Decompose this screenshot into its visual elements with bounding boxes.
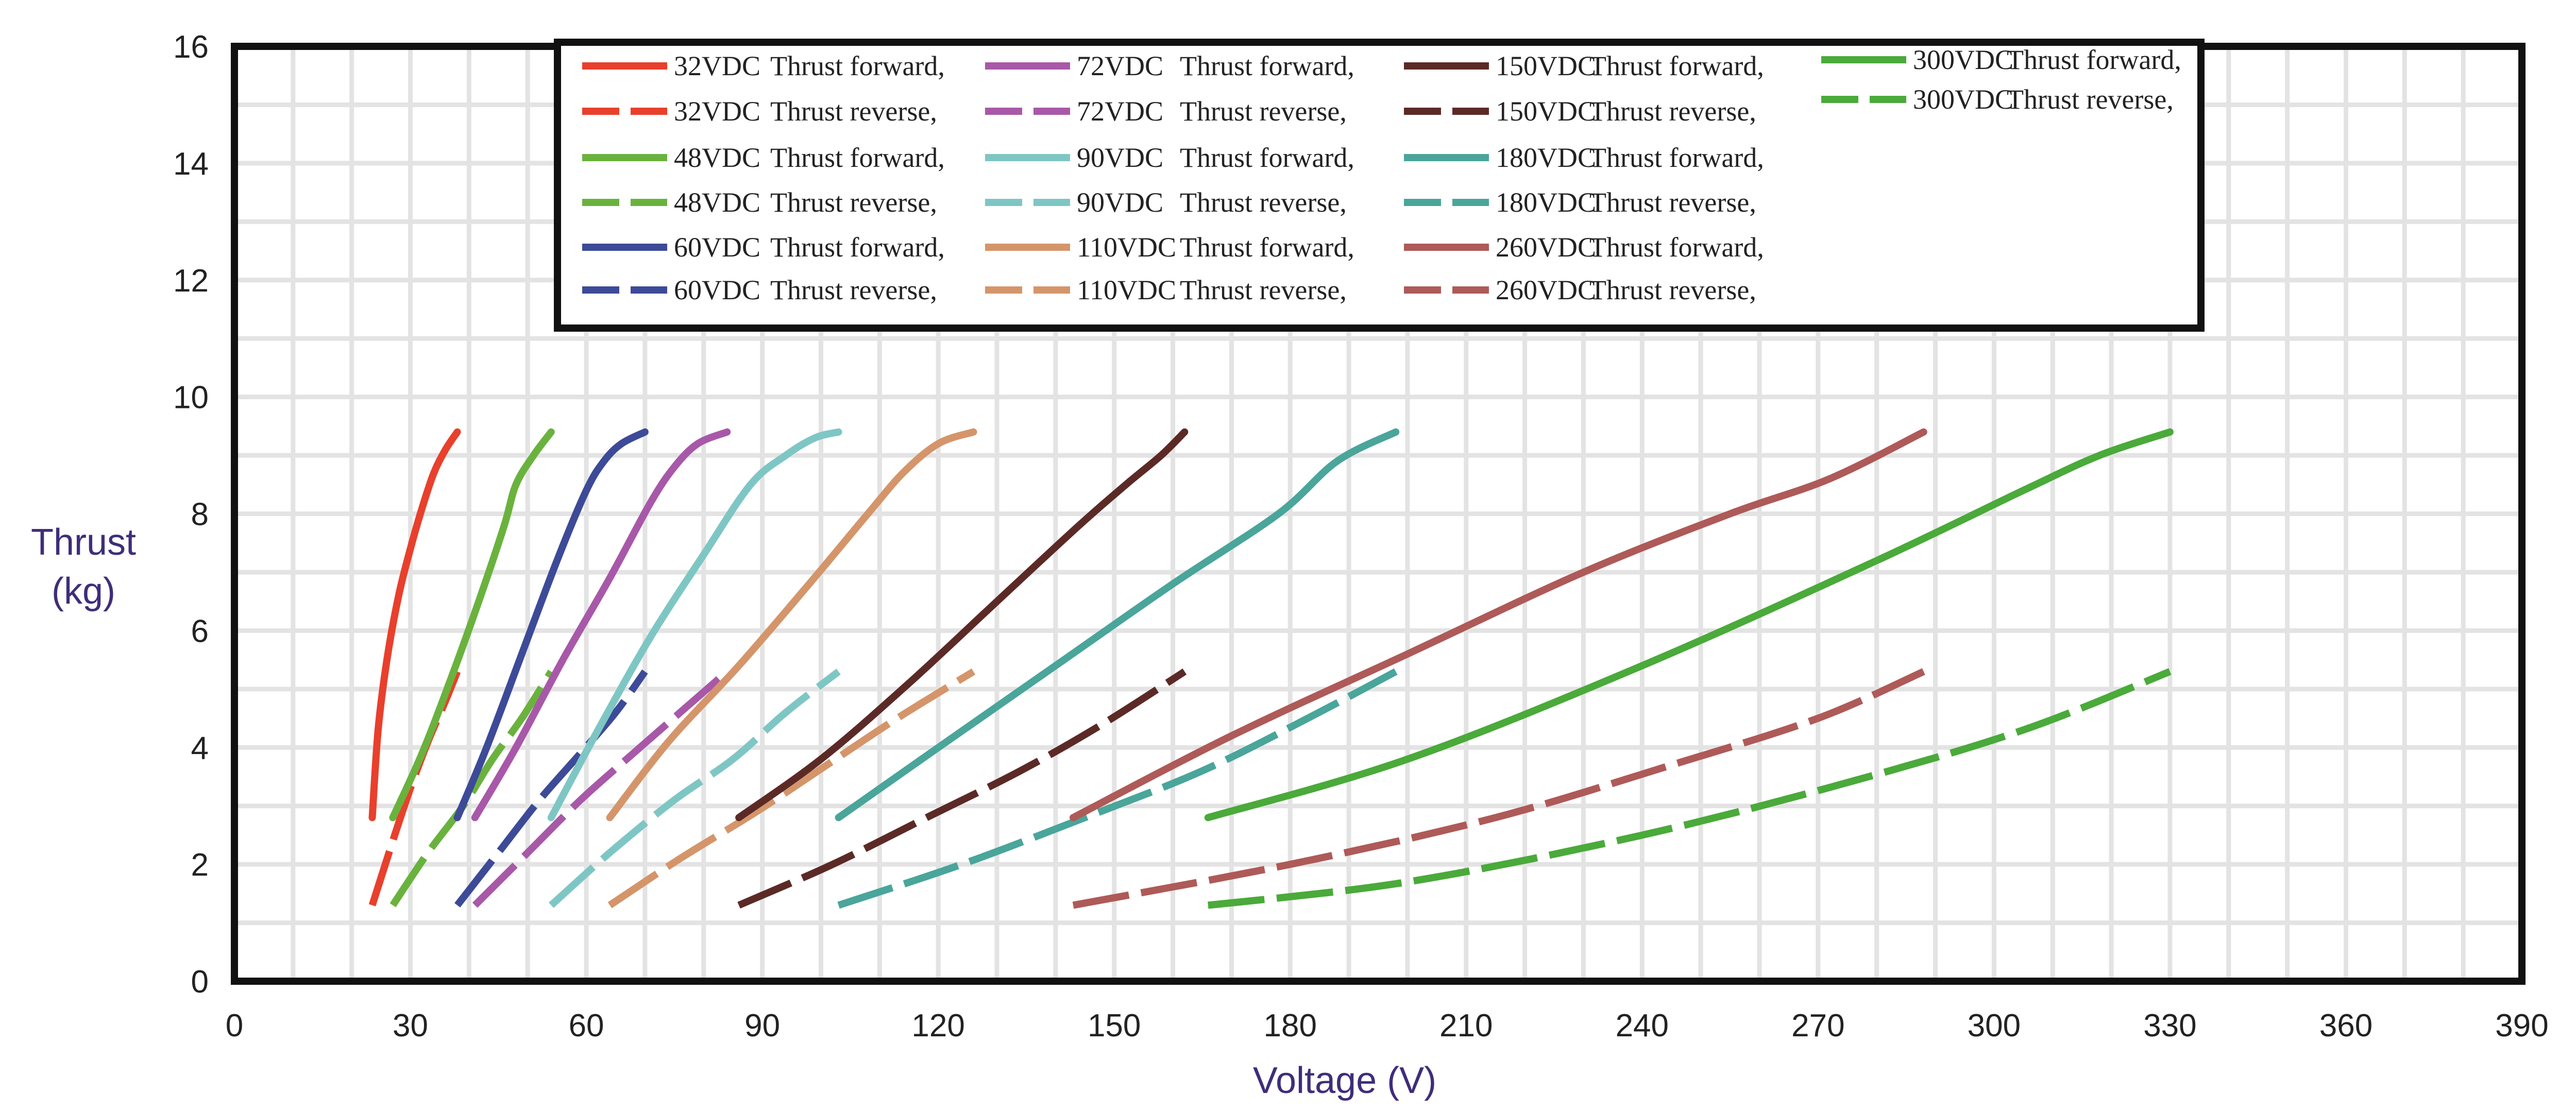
- legend-series-label-110vdc-forward: Thrust forward,: [1180, 232, 1354, 263]
- legend-series-label-150vdc-reverse: Thrust reverse,: [1589, 96, 1756, 127]
- legend-series-name-150vdc-reverse: 150VDC: [1496, 96, 1596, 127]
- legend-series-label-72vdc-forward: Thrust forward,: [1180, 50, 1354, 81]
- legend-series-name-90vdc-reverse: 90VDC: [1077, 187, 1163, 218]
- legend-series-label-90vdc-forward: Thrust forward,: [1180, 142, 1354, 173]
- legend-series-label-48vdc-forward: Thrust forward,: [770, 142, 945, 173]
- y-tick-labels: 0 2 4 6 8 10 12 14 16: [173, 29, 209, 1000]
- series-line-48vdc-forward: [389, 428, 555, 822]
- y-tick-label: 12: [173, 263, 209, 299]
- y-tick-label: 6: [191, 613, 209, 649]
- legend-series-label-300vdc-forward: Thrust forward,: [2007, 44, 2181, 75]
- legend-series-name-60vdc-forward: 60VDC: [674, 232, 760, 263]
- y-tick-label: 14: [173, 146, 209, 182]
- x-tick-label: 0: [226, 1008, 243, 1044]
- y-axis-title-line-2: (kg): [52, 571, 115, 612]
- legend-series-name-300vdc-reverse: 300VDC: [1913, 84, 2013, 115]
- series-line-72vdc-forward: [471, 428, 731, 822]
- legend-series-label-60vdc-reverse: Thrust reverse,: [770, 275, 937, 305]
- x-tick-label: 330: [2143, 1008, 2196, 1044]
- legend-series-name-48vdc-reverse: 48VDC: [674, 187, 760, 218]
- legend-series-label-48vdc-reverse: Thrust reverse,: [770, 187, 937, 218]
- legend-series-label-300vdc-reverse: Thrust reverse,: [2007, 84, 2174, 115]
- series-line-60vdc-reverse: [454, 669, 648, 908]
- legend-series-name-60vdc-reverse: 60VDC: [674, 275, 760, 305]
- legend-series-label-32vdc-forward: Thrust forward,: [770, 50, 945, 81]
- legend-series-label-72vdc-reverse: Thrust reverse,: [1180, 96, 1347, 127]
- legend-series-name-260vdc-reverse: 260VDC: [1496, 275, 1596, 305]
- legend-box: [554, 39, 2205, 332]
- legend-series-label-260vdc-reverse: Thrust reverse,: [1589, 275, 1756, 305]
- x-tick-label: 240: [1616, 1008, 1669, 1044]
- x-tick-label: 390: [2495, 1008, 2548, 1044]
- series-line-110vdc-forward: [606, 428, 977, 822]
- y-tick-label: 0: [191, 964, 209, 1000]
- legend-series-name-180vdc-forward: 180VDC: [1496, 142, 1596, 173]
- legend-series-name-32vdc-reverse: 32VDC: [674, 96, 760, 127]
- legend-series-label-60vdc-forward: Thrust forward,: [770, 232, 945, 263]
- y-tick-label: 10: [173, 380, 209, 416]
- series-line-300vdc-reverse: [1207, 668, 2172, 909]
- x-tick-label: 90: [744, 1008, 780, 1044]
- legend-series-name-72vdc-forward: 72VDC: [1077, 50, 1163, 81]
- legend-series-label-90vdc-reverse: Thrust reverse,: [1180, 187, 1347, 218]
- legend-series-name-110vdc-reverse: 110VDC: [1077, 275, 1176, 305]
- legend-series-name-90vdc-forward: 90VDC: [1077, 142, 1163, 173]
- series-line-32vdc-forward: [368, 428, 461, 822]
- x-tick-label: 30: [393, 1008, 428, 1044]
- series-line-260vdc-forward: [1070, 428, 1927, 822]
- series-line-180vdc-forward: [835, 428, 1400, 822]
- legend-series-name-72vdc-reverse: 72VDC: [1077, 96, 1163, 127]
- legend-series-name-32vdc-forward: 32VDC: [674, 50, 760, 81]
- series-line-90vdc-reverse: [549, 669, 841, 908]
- series-line-150vdc-reverse: [737, 668, 1187, 909]
- series-line-300vdc-forward: [1204, 428, 2174, 822]
- series-lines: [368, 428, 2174, 909]
- legend-series-label-180vdc-reverse: Thrust reverse,: [1589, 187, 1756, 218]
- y-tick-label: 16: [173, 29, 209, 65]
- legend-series-name-110vdc-forward: 110VDC: [1077, 232, 1176, 263]
- x-tick-label: 180: [1264, 1008, 1317, 1044]
- x-tick-label: 120: [911, 1008, 964, 1044]
- x-tick-label: 360: [2319, 1008, 2372, 1044]
- series-line-60vdc-forward: [453, 428, 649, 822]
- legend: 32VDC Thrust forward, 32VDC Thrust reverse,…: [554, 39, 2205, 332]
- x-axis-title: Voltage (V): [1253, 1060, 1436, 1101]
- legend-series-name-48vdc-forward: 48VDC: [674, 142, 760, 173]
- x-tick-label: 150: [1088, 1008, 1141, 1044]
- y-tick-label: 2: [191, 847, 209, 883]
- legend-series-name-150vdc-forward: 150VDC: [1496, 50, 1596, 81]
- legend-series-label-260vdc-forward: Thrust forward,: [1589, 232, 1764, 263]
- series-line-260vdc-reverse: [1072, 668, 1925, 909]
- x-tick-label: 210: [1439, 1008, 1493, 1044]
- legend-series-label-110vdc-reverse: Thrust reverse,: [1180, 275, 1347, 305]
- series-line-180vdc-reverse: [837, 668, 1398, 909]
- x-tick-label: 60: [569, 1008, 604, 1044]
- legend-series-name-260vdc-forward: 260VDC: [1496, 232, 1596, 263]
- series-line-72vdc-reverse: [472, 669, 730, 908]
- legend-series-label-180vdc-forward: Thrust forward,: [1589, 142, 1764, 173]
- y-tick-label: 8: [191, 497, 209, 533]
- y-tick-label: 4: [191, 730, 209, 766]
- series-line-150vdc-forward: [735, 428, 1189, 822]
- y-axis-title-line-1: Thrust: [31, 522, 136, 563]
- x-tick-label: 300: [1968, 1008, 2021, 1044]
- legend-series-label-150vdc-forward: Thrust forward,: [1589, 50, 1764, 81]
- legend-series-name-180vdc-reverse: 180VDC: [1496, 187, 1596, 218]
- x-tick-label: 270: [1791, 1008, 1844, 1044]
- series-line-90vdc-forward: [547, 428, 842, 822]
- series-line-110vdc-reverse: [607, 668, 976, 909]
- series-line-48vdc-reverse: [389, 670, 554, 908]
- legend-series-label-32vdc-reverse: Thrust reverse,: [770, 96, 937, 127]
- x-tick-labels: 0 30 60 90 120 150 180 210 240 270 300 330 360 390: [226, 1008, 2549, 1044]
- legend-series-name-300vdc-forward: 300VDC: [1913, 44, 2013, 75]
